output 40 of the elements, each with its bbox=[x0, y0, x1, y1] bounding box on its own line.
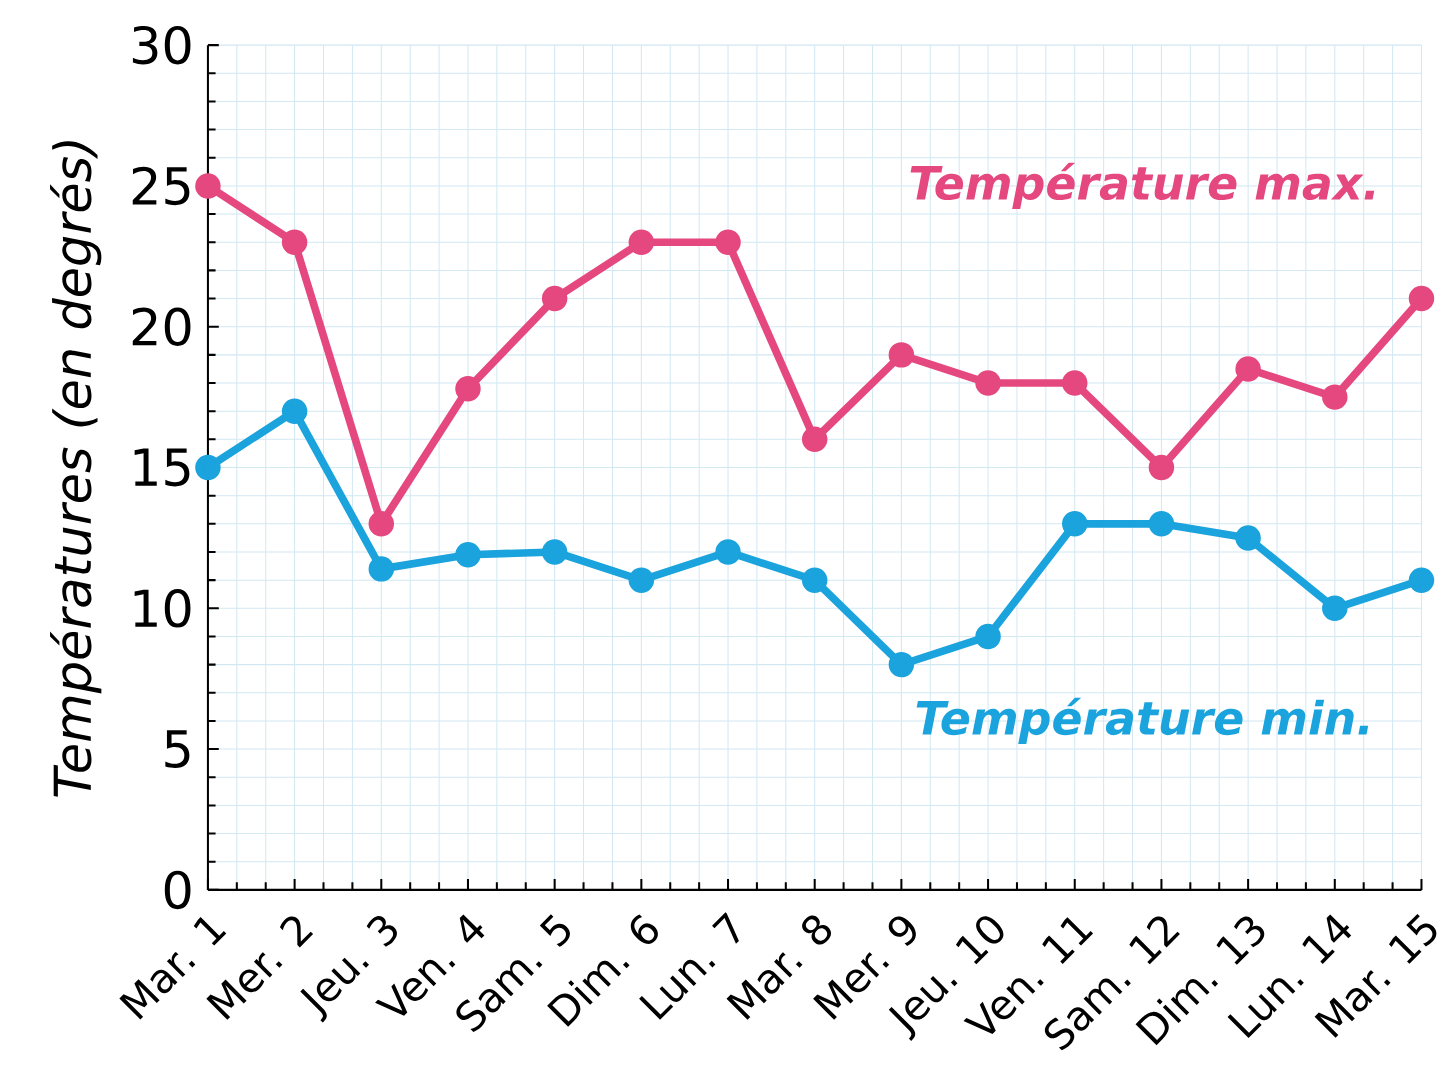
point bbox=[1408, 285, 1435, 312]
point bbox=[1062, 511, 1088, 537]
point bbox=[541, 539, 568, 565]
text: Température max. bbox=[910, 162, 1375, 210]
point bbox=[195, 454, 221, 481]
point bbox=[888, 651, 915, 678]
y-tick-label: 0 bbox=[164, 870, 191, 910]
point bbox=[1062, 370, 1088, 396]
point bbox=[455, 542, 481, 568]
point bbox=[975, 370, 1001, 396]
point bbox=[455, 375, 481, 402]
y-axis-title: Températures (en degrés) bbox=[50, 141, 102, 797]
point bbox=[975, 623, 1001, 650]
point bbox=[628, 229, 655, 255]
point bbox=[1148, 454, 1175, 481]
y-tick-label: 30 bbox=[132, 25, 191, 65]
point bbox=[1235, 525, 1261, 551]
point bbox=[1322, 384, 1348, 410]
point bbox=[281, 398, 308, 424]
y-tick-label: 5 bbox=[165, 730, 190, 769]
y-tick-label: 10 bbox=[134, 589, 191, 628]
point bbox=[888, 342, 915, 368]
point bbox=[715, 229, 741, 255]
point bbox=[195, 173, 221, 199]
point bbox=[1408, 567, 1435, 593]
y-tick-label: 15 bbox=[134, 448, 190, 487]
point bbox=[1235, 356, 1261, 382]
point bbox=[281, 229, 308, 255]
point bbox=[368, 556, 395, 582]
point bbox=[368, 511, 395, 537]
point bbox=[801, 567, 828, 593]
point bbox=[1148, 511, 1175, 537]
point bbox=[541, 285, 568, 312]
point bbox=[715, 539, 741, 565]
y-tick-label: 20 bbox=[132, 307, 191, 346]
series-label: Température min. bbox=[916, 697, 1369, 745]
point bbox=[1322, 595, 1348, 622]
y-tick-label: 25 bbox=[132, 166, 190, 206]
point bbox=[801, 426, 828, 453]
point bbox=[628, 567, 655, 593]
